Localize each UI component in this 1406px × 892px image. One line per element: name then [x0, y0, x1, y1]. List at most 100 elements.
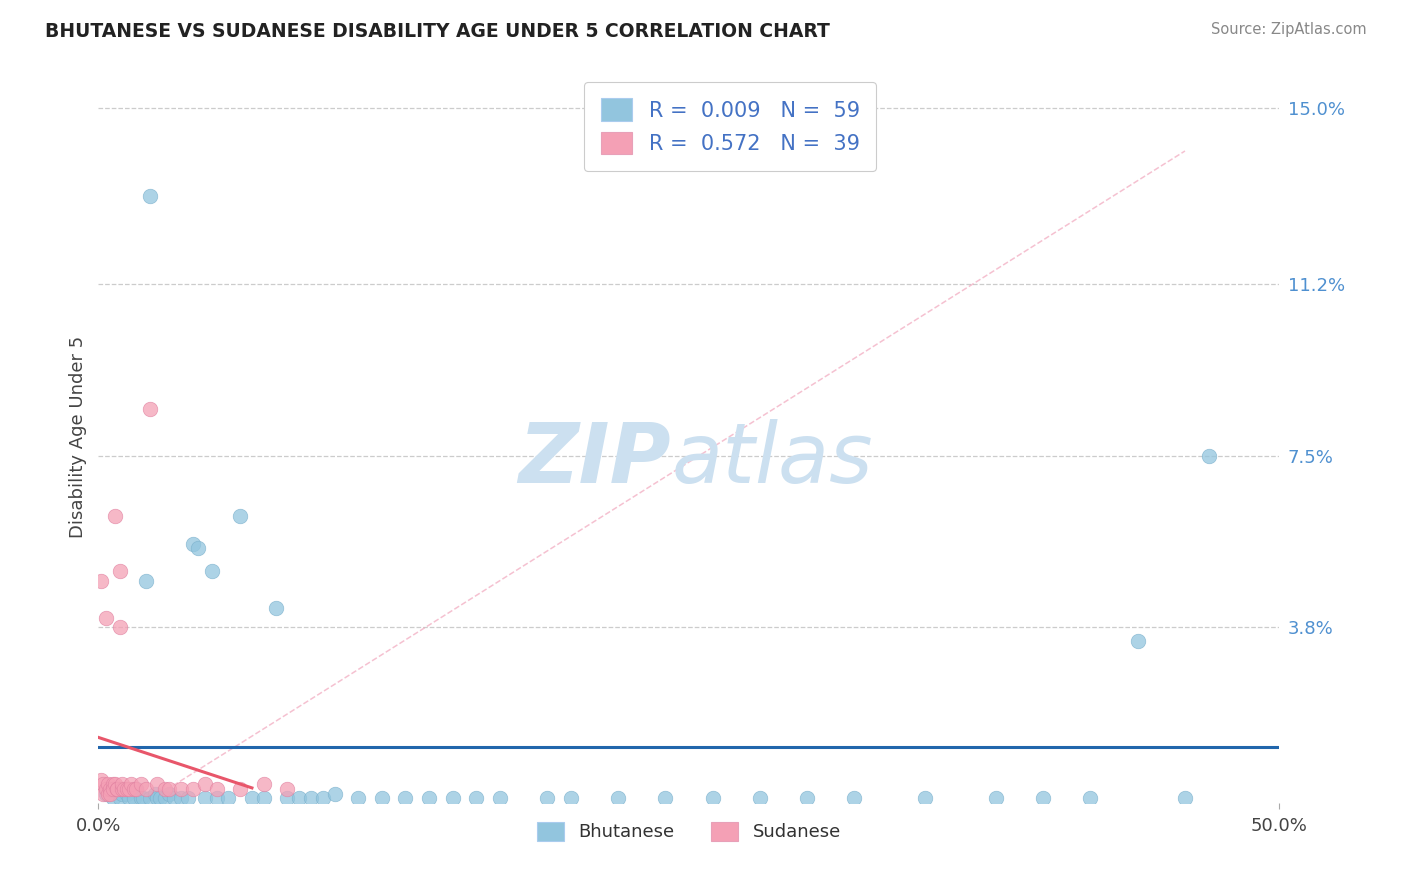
Point: [91, 787, 114, 801]
Point: [914, 791, 936, 805]
Point: [217, 791, 239, 805]
Point: [105, 781, 128, 796]
Point: [108, 565, 131, 579]
Point: [122, 791, 145, 805]
Point: [702, 791, 724, 805]
Point: [91, 777, 114, 791]
Point: [98, 787, 121, 801]
Point: [201, 565, 224, 579]
Point: [115, 787, 138, 801]
Point: [323, 787, 346, 801]
Point: [111, 777, 134, 791]
Point: [1080, 791, 1102, 805]
Text: BHUTANESE VS SUDANESE DISABILITY AGE UNDER 5 CORRELATION CHART: BHUTANESE VS SUDANESE DISABILITY AGE UND…: [45, 22, 830, 41]
Point: [139, 402, 162, 417]
Point: [118, 791, 141, 805]
Point: [132, 791, 155, 805]
Point: [149, 791, 172, 805]
Y-axis label: Disability Age Under 5: Disability Age Under 5: [69, 336, 87, 538]
Point: [240, 791, 263, 805]
Point: [181, 536, 204, 550]
Point: [97, 777, 120, 791]
Point: [101, 781, 124, 796]
Point: [121, 777, 143, 791]
Point: [170, 791, 193, 805]
Point: [194, 791, 217, 805]
Point: [108, 620, 131, 634]
Point: [101, 777, 124, 791]
Point: [94, 610, 117, 624]
Point: [347, 791, 370, 805]
Point: [105, 781, 128, 796]
Point: [143, 787, 166, 801]
Point: [125, 781, 148, 796]
Point: [984, 791, 1007, 805]
Point: [157, 787, 180, 801]
Point: [118, 781, 141, 796]
Point: [276, 781, 298, 796]
Point: [796, 791, 818, 805]
Point: [139, 791, 162, 805]
Text: Source: ZipAtlas.com: Source: ZipAtlas.com: [1211, 22, 1367, 37]
Point: [129, 777, 152, 791]
Point: [90, 574, 112, 588]
Point: [104, 777, 127, 791]
Point: [146, 791, 169, 805]
Point: [194, 777, 217, 791]
Point: [1174, 791, 1197, 805]
Point: [654, 791, 676, 805]
Point: [560, 791, 582, 805]
Point: [1032, 791, 1054, 805]
Point: [111, 787, 134, 801]
Point: [101, 791, 124, 805]
Point: [105, 781, 128, 796]
Point: [108, 791, 131, 805]
Point: [170, 781, 193, 796]
Point: [146, 777, 169, 791]
Text: atlas: atlas: [671, 418, 873, 500]
Point: [90, 772, 112, 787]
Point: [371, 791, 394, 805]
Point: [205, 791, 228, 805]
Point: [312, 791, 335, 805]
Point: [97, 787, 120, 801]
Point: [112, 781, 135, 796]
Point: [125, 781, 148, 796]
Point: [94, 781, 117, 796]
Point: [98, 781, 121, 796]
Point: [157, 781, 180, 796]
Point: [229, 508, 252, 523]
Point: [135, 574, 157, 588]
Point: [139, 189, 162, 203]
Point: [163, 791, 186, 805]
Point: [536, 791, 558, 805]
Point: [135, 781, 157, 796]
Point: [253, 791, 276, 805]
Point: [181, 781, 204, 796]
Point: [104, 508, 127, 523]
Point: [276, 791, 298, 805]
Point: [441, 791, 464, 805]
Point: [129, 791, 152, 805]
Point: [205, 781, 228, 796]
Point: [418, 791, 440, 805]
Point: [465, 791, 488, 805]
Point: [844, 791, 866, 805]
Point: [264, 601, 287, 615]
Point: [394, 791, 416, 805]
Point: [122, 781, 145, 796]
Point: [489, 791, 512, 805]
Point: [187, 541, 209, 556]
Point: [115, 781, 138, 796]
Point: [607, 791, 630, 805]
Point: [288, 791, 311, 805]
Point: [111, 781, 134, 796]
Point: [1198, 449, 1220, 463]
Point: [299, 791, 322, 805]
Legend: Bhutanese, Sudanese: Bhutanese, Sudanese: [530, 814, 848, 848]
Point: [229, 781, 252, 796]
Point: [94, 787, 117, 801]
Point: [748, 791, 770, 805]
Point: [177, 791, 200, 805]
Point: [1126, 633, 1149, 648]
